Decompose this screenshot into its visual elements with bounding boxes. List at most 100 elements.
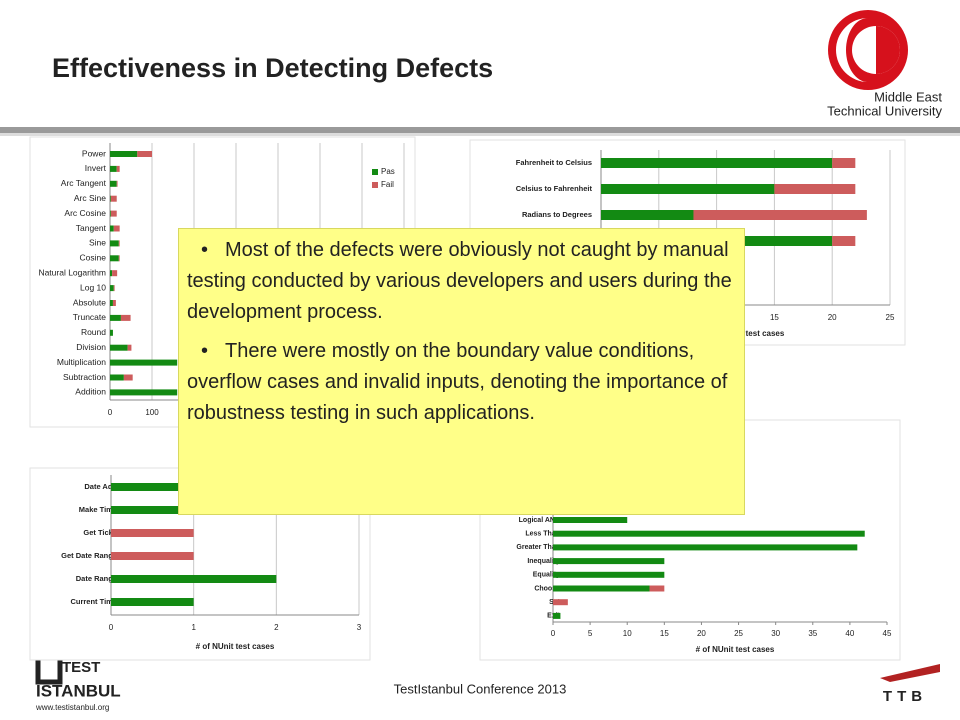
bar-segment	[553, 599, 568, 606]
logo-url: www.testistanbul.org	[35, 703, 109, 712]
x-tick-label: 100	[145, 408, 159, 417]
bar-segment	[110, 210, 111, 217]
bar-segment	[553, 585, 650, 592]
bar-segment	[112, 270, 118, 277]
x-tick-label: 25	[734, 629, 743, 638]
ttb-logo: TTB	[883, 688, 927, 705]
bar-segment	[116, 165, 120, 172]
x-tick-label: 1	[191, 623, 196, 632]
y-tick-label: Greater Than	[516, 544, 560, 551]
y-tick-label: Subtraction	[63, 372, 106, 382]
y-tick-label: Get Date Range	[61, 551, 117, 560]
bar-segment	[110, 151, 138, 157]
y-tick-label: Tangent	[76, 223, 107, 233]
slide-title: Effectiveness in Detecting Defects	[52, 53, 493, 83]
bar-segment	[553, 612, 561, 619]
bullet: There were mostly on the boundary value …	[187, 336, 734, 429]
ttb-swoosh	[880, 664, 940, 682]
y-tick-label: Invert	[85, 163, 107, 173]
bar-segment	[601, 158, 833, 168]
y-tick-label: Current Time	[70, 597, 117, 606]
y-tick-label: Natural Logarithm	[38, 267, 106, 277]
bar-segment	[127, 344, 132, 351]
bar-segment	[832, 236, 856, 246]
legend-swatch	[372, 182, 378, 188]
y-tick-label: Addition	[75, 387, 106, 397]
y-tick-label: Log 10	[80, 282, 106, 292]
y-tick-label: Date Range	[76, 574, 117, 583]
bar-segment	[111, 529, 194, 537]
y-tick-label: Arc Tangent	[61, 178, 107, 188]
x-tick-label: 3	[357, 623, 362, 632]
y-tick-label: Absolute	[73, 297, 106, 307]
bar-segment	[601, 184, 775, 194]
x-tick-label: 0	[109, 623, 114, 632]
x-tick-label: 10	[623, 629, 632, 638]
bar-segment	[110, 255, 119, 262]
x-tick-label: 25	[886, 313, 895, 322]
bar-segment	[110, 270, 113, 277]
x-tick-label: 15	[660, 629, 669, 638]
bar-segment	[110, 359, 178, 366]
bar-segment	[832, 158, 856, 168]
x-tick-label: 40	[845, 629, 854, 638]
y-tick-label: Arc Sine	[74, 193, 106, 203]
header-band	[0, 127, 960, 133]
y-tick-label: Sine	[89, 238, 106, 248]
x-tick-label: 0	[108, 408, 113, 417]
bar-segment	[110, 389, 178, 396]
footer: TestIstanbul Conference 2013	[394, 681, 567, 696]
bar-segment	[110, 195, 111, 202]
bar-segment	[110, 329, 113, 336]
bar-segment	[553, 517, 628, 523]
bar-segment	[123, 374, 133, 381]
bar-segment	[110, 180, 117, 187]
x-tick-label: 2	[274, 623, 279, 632]
bar-segment	[601, 210, 694, 220]
y-tick-label: Equality	[533, 572, 560, 579]
bar-segment	[116, 180, 118, 187]
bar-segment	[110, 210, 117, 217]
bar-segment	[111, 552, 194, 560]
x-tick-label: 15	[770, 313, 779, 322]
x-axis-label: # of NUnit test cases	[196, 642, 275, 651]
y-tick-label: Power	[82, 148, 106, 158]
bar-segment	[118, 255, 120, 262]
y-tick-label: Multiplication	[57, 357, 106, 367]
y-tick-label: Cosine	[80, 253, 107, 263]
bar-segment	[120, 314, 131, 321]
bar-segment	[110, 344, 128, 351]
x-tick-label: 45	[883, 629, 892, 638]
x-tick-label: 30	[771, 629, 780, 638]
bar-segment	[110, 314, 121, 321]
bar-segment	[118, 240, 120, 247]
bar-segment	[111, 483, 194, 491]
bar-segment	[112, 300, 116, 306]
bar-segment	[110, 225, 114, 232]
legend-label: Pas	[381, 167, 395, 176]
y-tick-label: Truncate	[73, 312, 107, 322]
y-tick-label: Celsius to Fahrenheit	[516, 184, 593, 193]
y-tick-label: Less Than	[525, 531, 560, 538]
bullet: Most of the defects were obviously not c…	[187, 235, 734, 328]
y-tick-label: Inequality	[527, 558, 560, 565]
bar-segment	[110, 374, 124, 381]
logo-text: ISTANBUL	[36, 681, 121, 700]
university-logo	[828, 10, 908, 90]
logo-text: TEST	[62, 659, 100, 676]
bar-segment	[110, 165, 117, 172]
note-box: Most of the defects were obviously not c…	[178, 228, 745, 515]
y-tick-label: Round	[81, 327, 106, 337]
y-tick-label: Division	[76, 342, 106, 352]
bar-segment	[649, 585, 665, 592]
y-tick-label: Make Time	[79, 505, 117, 514]
y-tick-label: Radians to Degrees	[522, 210, 592, 219]
bar-segment	[110, 195, 117, 202]
header-shadow	[0, 133, 960, 136]
bar-segment	[693, 210, 867, 220]
bar-segment	[110, 300, 113, 306]
y-tick-label: Arc Cosine	[64, 208, 106, 218]
x-tick-label: 35	[808, 629, 817, 638]
legend-swatch	[372, 169, 378, 175]
